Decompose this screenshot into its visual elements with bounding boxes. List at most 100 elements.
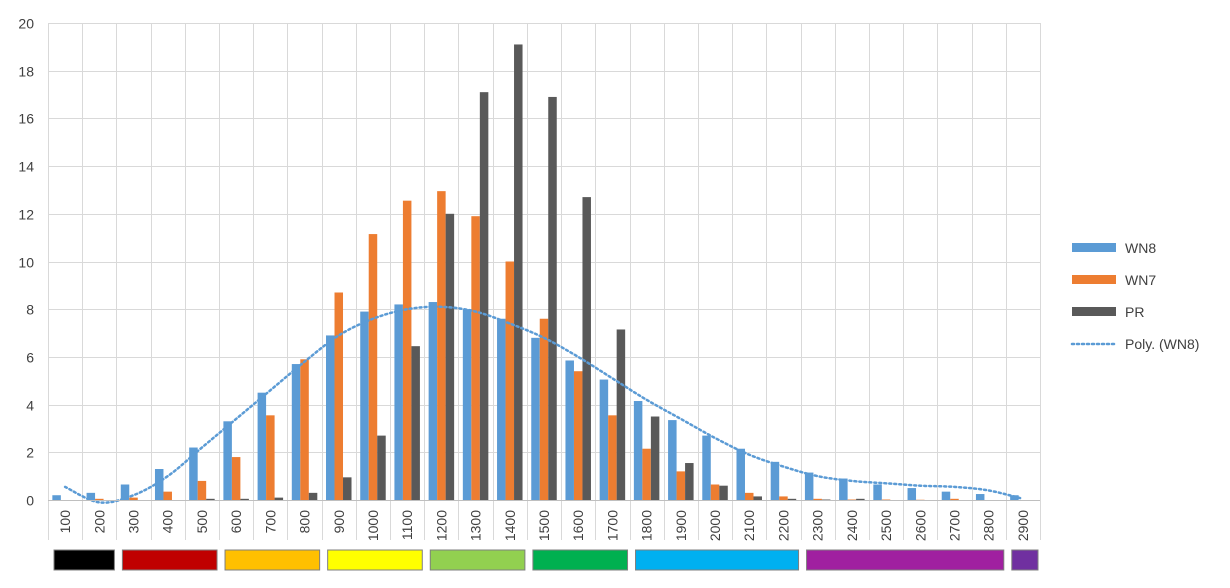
legend-label: WN8	[1125, 240, 1156, 256]
bar-pr	[685, 463, 694, 500]
bar-wn7	[608, 415, 617, 500]
bar-wn8	[428, 302, 438, 500]
bar-wn8	[873, 484, 882, 500]
x-tick-label: 200	[91, 510, 107, 534]
bar-wn7	[129, 497, 138, 500]
x-tick-label: 2000	[707, 510, 723, 541]
bar-wn7	[266, 415, 275, 500]
color-band	[327, 549, 423, 571]
bar-pr	[719, 485, 728, 500]
color-band	[635, 549, 800, 571]
bar-wn8	[907, 488, 917, 500]
bar-wn8	[86, 492, 96, 500]
y-tick-label: 8	[26, 302, 34, 318]
bar-wn8	[770, 461, 780, 500]
bar-pr	[411, 346, 420, 500]
legend-label: Poly. (WN8)	[1125, 336, 1199, 352]
x-tick-label: 2900	[1015, 510, 1031, 541]
bar-wn8	[668, 420, 677, 500]
bar-wn7	[779, 496, 788, 500]
bar-wn7	[368, 234, 378, 500]
bar-wn7	[300, 359, 309, 500]
bar-pr	[548, 96, 557, 500]
bar-pr	[856, 498, 865, 500]
x-tick-label: 1000	[365, 510, 381, 541]
bar-wn7	[710, 484, 720, 500]
x-tick-label: 2800	[981, 510, 997, 541]
color-band	[429, 549, 526, 571]
bar-pr	[343, 477, 352, 500]
bar-wn7	[642, 448, 651, 500]
bar-pr	[274, 497, 284, 500]
x-tick-label: 1500	[536, 510, 552, 541]
bar-wn7	[950, 498, 959, 500]
y-tick-label: 14	[18, 159, 34, 175]
x-tick-label: 700	[262, 510, 278, 534]
bars	[52, 44, 1019, 501]
y-tick-label: 2	[26, 445, 34, 461]
x-tick-label: 2200	[775, 510, 791, 541]
legend-label: PR	[1125, 304, 1144, 320]
bar-wn7	[573, 371, 583, 500]
bar-wn7	[197, 480, 207, 500]
bar-wn8	[154, 469, 164, 500]
bar-wn7	[744, 492, 754, 500]
x-tick-label: 900	[331, 510, 347, 534]
bar-wn7	[334, 292, 344, 500]
bar-wn8	[804, 472, 814, 500]
bar-wn7	[231, 457, 241, 500]
x-tick-label: 1200	[433, 510, 449, 541]
x-tick-label: 2700	[946, 510, 962, 541]
y-tick-label: 12	[18, 207, 34, 223]
bar-pr	[377, 435, 386, 500]
bar-wn8	[52, 495, 61, 500]
x-tick-label: 2100	[741, 510, 757, 541]
x-tick-label: 2300	[810, 510, 826, 541]
bar-wn8	[702, 435, 711, 500]
x-tick-label: 400	[160, 510, 176, 534]
x-tick-label: 1400	[502, 510, 518, 541]
bar-wn7	[539, 318, 549, 500]
y-tick-label: 20	[18, 16, 34, 32]
x-tick-label: 2400	[844, 510, 860, 541]
bar-pr	[753, 496, 762, 500]
bar-wn8	[531, 337, 540, 500]
x-tick-label: 2500	[878, 510, 894, 541]
bar-wn8	[291, 364, 301, 500]
legend-swatch-pr	[1072, 307, 1116, 316]
x-tick-label: 1600	[570, 510, 586, 541]
x-tick-label: 1900	[673, 510, 689, 541]
bar-wn8	[326, 335, 335, 500]
color-band	[532, 549, 629, 571]
bar-pr	[445, 213, 455, 501]
bar-wn8	[633, 401, 643, 500]
legend-swatch-wn7	[1072, 275, 1116, 284]
bar-wn7	[471, 216, 480, 500]
legend: WN8 WN7 PR Poly. (WN8)	[1070, 240, 1199, 352]
color-bands	[53, 549, 1039, 571]
x-tick-label: 2600	[912, 510, 928, 541]
bar-pr	[582, 197, 591, 501]
bar-wn8	[223, 421, 232, 500]
bar-wn8	[257, 392, 267, 500]
x-tick-label: 100	[57, 510, 73, 534]
bar-wn7	[437, 191, 446, 500]
x-tick-label: 1300	[468, 510, 484, 541]
bar-wn8	[497, 318, 506, 500]
bar-pr	[514, 44, 523, 501]
bar-pr	[240, 498, 249, 500]
trendline-wn8	[63, 305, 1025, 504]
trendline	[63, 305, 1025, 504]
y-tick-label: 4	[26, 398, 34, 414]
bar-wn8	[975, 494, 985, 500]
bar-wn7	[402, 200, 412, 500]
y-tick-label: 0	[26, 493, 34, 509]
x-tick-label: 1100	[399, 510, 415, 540]
x-tick-label: 1700	[604, 510, 620, 541]
x-tick-label: 1800	[639, 510, 655, 541]
legend-swatch-wn8	[1072, 243, 1116, 252]
bar-wn7	[505, 261, 515, 500]
bar-wn8	[736, 448, 745, 500]
